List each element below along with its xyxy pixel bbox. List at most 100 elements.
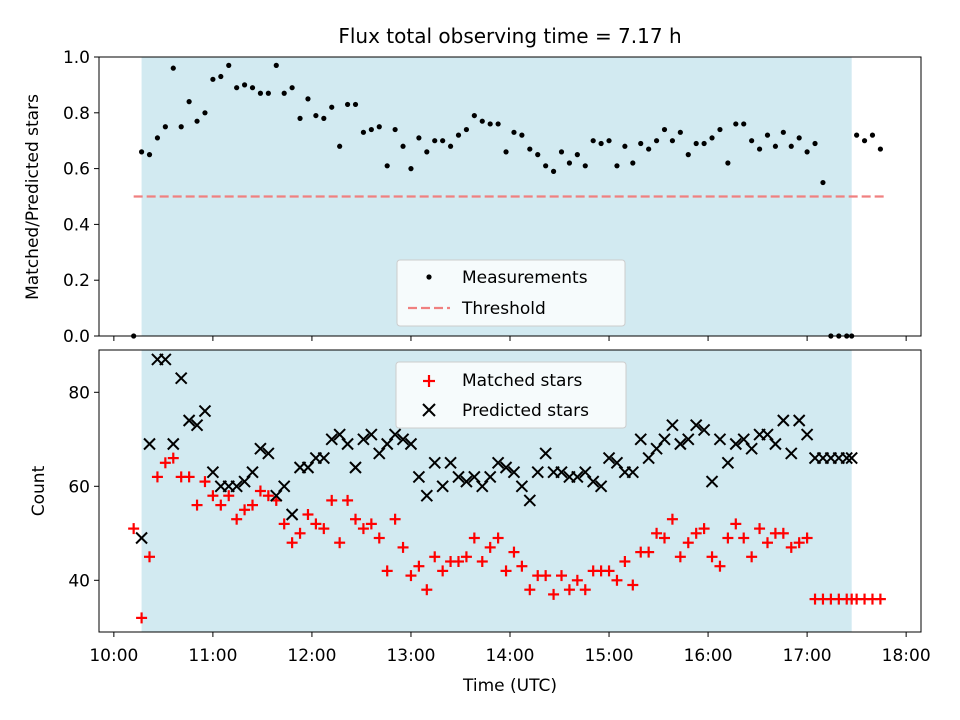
- matched-star-point: [294, 527, 306, 539]
- measurement-point: [861, 138, 868, 144]
- bottom-y-label: Count: [29, 465, 49, 516]
- matched-star-point: [460, 551, 472, 563]
- predicted-star-point: [206, 465, 220, 479]
- measurement-point: [321, 115, 327, 121]
- measurement-point: [535, 152, 541, 158]
- measurement-point: [653, 138, 660, 144]
- predicted-star-point: [365, 428, 378, 441]
- measurement-point: [804, 149, 810, 155]
- matched-star-point: [239, 504, 251, 516]
- top-x-axis: [113, 336, 907, 341]
- measurement-point: [630, 160, 636, 166]
- top-panel: 0.0 0.2 0.4 0.6 0.8 1.0 Matched/Predicted sta…: [23, 48, 922, 347]
- matched-star-point: [286, 537, 298, 549]
- top-y-label: Matched/Predicted stars: [23, 94, 43, 300]
- predicted-star-point: [586, 475, 600, 488]
- predicted-star-point: [571, 470, 584, 484]
- top-legend-box: [396, 259, 626, 327]
- matched-star-point: [262, 490, 274, 502]
- predicted-star-point: [349, 461, 362, 474]
- measurement-point: [582, 163, 588, 169]
- predicted-star-point: [840, 451, 853, 465]
- predicted-star-point: [380, 437, 394, 451]
- x-tick-label: 10:00: [89, 646, 138, 666]
- measurement-point: [218, 73, 224, 80]
- predicted-star-point: [674, 437, 687, 451]
- measurement-point: [368, 126, 374, 133]
- measurement-point: [820, 179, 826, 186]
- y-tick-label: 0.4: [63, 215, 90, 235]
- measurement-point: [432, 138, 438, 144]
- measurement-point: [780, 129, 786, 135]
- measurement-point: [796, 135, 802, 141]
- predicted-star-point: [404, 437, 418, 451]
- matched-star-point: [524, 584, 536, 596]
- top-legend: Measurements Threshold: [396, 259, 626, 327]
- matched-star-point: [793, 537, 805, 549]
- matched-star-point: [738, 532, 750, 544]
- measurement-point: [566, 160, 573, 166]
- predicted-star-point: [460, 475, 473, 488]
- measurement-point: [733, 121, 739, 127]
- x-tick-label: 15:00: [585, 646, 634, 666]
- bottom-y-axis: 40 60 80: [68, 383, 99, 591]
- matched-star-point: [151, 471, 163, 483]
- predicted-star-point: [745, 442, 758, 455]
- measurement-point: [146, 152, 153, 158]
- measurement-point: [701, 140, 707, 147]
- predicted-star-point: [777, 414, 790, 427]
- matched-star-point: [413, 560, 425, 572]
- predicted-star-point: [713, 433, 727, 446]
- bottom-axes-frame: [98, 349, 922, 633]
- x-tick-label: 18:00: [882, 646, 931, 666]
- measurement-point: [202, 110, 208, 116]
- measurement-point: [289, 85, 295, 91]
- predicted-star-point: [420, 489, 434, 502]
- y-tick-label: 60: [68, 477, 90, 497]
- measurement-point: [154, 135, 161, 141]
- measurement-point: [693, 140, 699, 147]
- measurement-point: [337, 143, 343, 149]
- predicted-star-point: [721, 456, 735, 470]
- measurement-point: [241, 82, 248, 88]
- matched-star-point: [801, 532, 813, 544]
- measurement-point: [479, 118, 485, 124]
- measurement-point: [424, 149, 430, 155]
- predicted-star-point: [325, 433, 338, 446]
- x-tick-label: 11:00: [188, 646, 237, 666]
- predicted-star-point: [579, 465, 592, 479]
- predicted-star-point: [135, 531, 148, 545]
- measurement-point: [376, 124, 382, 130]
- measurement-point: [344, 101, 351, 108]
- matched-star-point: [706, 551, 718, 563]
- predicted-star-point: [785, 447, 798, 460]
- measurement-point: [471, 112, 477, 119]
- measurement-point: [869, 132, 876, 138]
- matched-star-point: [508, 546, 520, 558]
- matched-star-point: [674, 551, 686, 563]
- y-tick-label: 80: [68, 383, 90, 403]
- measurement-point: [384, 163, 390, 169]
- legend-measurements-marker: [426, 274, 432, 280]
- matched-star-point: [690, 527, 702, 539]
- measurement-point: [210, 76, 216, 82]
- measurement-point: [661, 126, 668, 133]
- predicted-star-point: [436, 480, 449, 493]
- x-tick-label: 14:00: [486, 646, 535, 666]
- predicted-star-point: [373, 447, 386, 460]
- predicted-star-point: [476, 480, 489, 493]
- predicted-star-point: [167, 437, 180, 451]
- matched-star-point: [128, 523, 140, 535]
- bottom-legend-box: [395, 361, 627, 429]
- matched-star-point: [326, 494, 338, 506]
- measurement-point: [138, 149, 145, 155]
- predicted-star-point: [650, 442, 663, 455]
- matched-star-point: [215, 499, 227, 511]
- measurement-point: [511, 129, 517, 135]
- matched-star-point: [334, 537, 346, 549]
- predicted-star-point: [174, 371, 188, 385]
- predicted-star-point: [515, 480, 529, 493]
- measurement-point: [463, 126, 470, 133]
- predicted-star-point: [658, 433, 671, 446]
- matched-star-point: [350, 513, 362, 525]
